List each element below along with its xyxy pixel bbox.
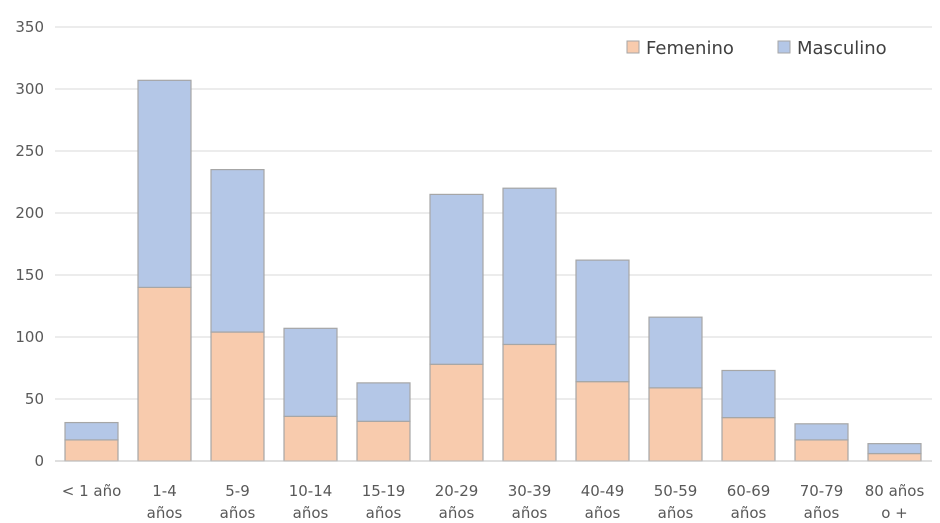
x-tick-label: 40-49 — [581, 482, 625, 500]
bar-femenino-4 — [356, 420, 411, 462]
y-tick-label: 300 — [15, 80, 44, 98]
y-tick-label: 250 — [15, 142, 44, 160]
bar-masculino-6 — [502, 187, 557, 346]
x-tick-label: años — [147, 504, 183, 522]
x-tick-label: 60-69 — [727, 482, 771, 500]
x-axis: < 1 año 1-4 años 5-9 años 10-14 años 15-19 años 2… — [55, 460, 932, 522]
legend: Femenino Masculino — [626, 38, 887, 59]
y-tick-label: 150 — [15, 266, 44, 284]
x-tick-label: 10-14 — [289, 482, 333, 500]
bar-masculino-11 — [867, 443, 922, 455]
x-tick-label: años — [293, 504, 329, 522]
x-tick-label: o + — [881, 504, 908, 522]
x-tick-label: años — [366, 504, 402, 522]
bar-femenino-1 — [137, 286, 192, 462]
bar-masculino-1 — [137, 79, 192, 289]
y-tick-label: 100 — [15, 328, 44, 346]
x-tick-label: 30-39 — [508, 482, 552, 500]
bar-femenino-2 — [210, 331, 265, 462]
y-tick-label: 350 — [15, 18, 44, 36]
legend-swatch-masculino — [777, 40, 791, 54]
bar-femenino-3 — [283, 415, 338, 462]
bar-femenino-5 — [429, 363, 484, 462]
bar-masculino-4 — [356, 382, 411, 422]
bar-femenino-11 — [867, 452, 922, 462]
y-tick-label: 200 — [15, 204, 44, 222]
x-tick-label: 50-59 — [654, 482, 698, 500]
x-tick-label: 1-4 — [152, 482, 177, 500]
legend-label-femenino: Femenino — [646, 38, 734, 59]
bar-femenino-7 — [575, 381, 630, 462]
bars — [64, 79, 922, 462]
bar-masculino-3 — [283, 327, 338, 417]
bar-femenino-6 — [502, 343, 557, 462]
bar-masculino-0 — [64, 421, 119, 441]
x-tick-label: 80 años — [865, 482, 925, 500]
x-tick-label: años — [658, 504, 694, 522]
y-tick-label: 50 — [25, 390, 44, 408]
y-axis: 0 50 100 150 200 250 300 350 — [15, 18, 44, 470]
x-tick-label: años — [439, 504, 475, 522]
x-tick-label: < 1 año — [62, 482, 122, 500]
x-tick-label: años — [804, 504, 840, 522]
bar-femenino-9 — [721, 417, 776, 462]
x-tick-label: años — [731, 504, 767, 522]
bar-femenino-8 — [648, 387, 703, 462]
bar-masculino-7 — [575, 259, 630, 383]
bar-masculino-2 — [210, 169, 265, 333]
legend-swatch-femenino — [626, 40, 640, 54]
x-tick-label: 15-19 — [362, 482, 406, 500]
bar-masculino-9 — [721, 369, 776, 419]
x-tick-label: 5-9 — [225, 482, 250, 500]
bar-masculino-8 — [648, 316, 703, 389]
x-tick-label: 20-29 — [435, 482, 479, 500]
x-tick-label: 70-79 — [800, 482, 844, 500]
x-tick-label: años — [585, 504, 621, 522]
bar-masculino-10 — [794, 423, 849, 441]
y-tick-label: 0 — [34, 452, 44, 470]
x-tick-label: años — [512, 504, 548, 522]
bar-masculino-5 — [429, 193, 484, 365]
gridlines — [55, 26, 932, 400]
legend-label-masculino: Masculino — [797, 38, 887, 59]
bar-femenino-0 — [64, 439, 119, 462]
bar-femenino-10 — [794, 439, 849, 462]
x-tick-label: años — [220, 504, 256, 522]
